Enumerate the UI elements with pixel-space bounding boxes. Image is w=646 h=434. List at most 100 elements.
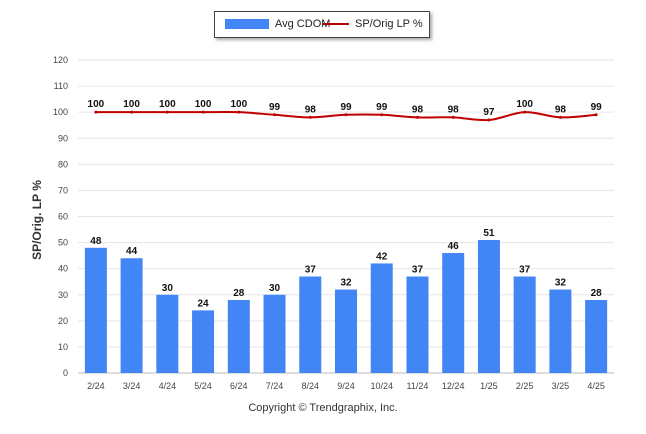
line-data-label: 98	[305, 104, 317, 115]
x-tick-label: 8/24	[302, 381, 320, 391]
line-series	[94, 110, 598, 122]
y-tick-label: 120	[53, 55, 68, 65]
line-point	[523, 110, 527, 114]
bar-data-label: 30	[269, 283, 281, 294]
x-tick-label: 2/25	[516, 381, 534, 391]
bar	[335, 289, 357, 373]
x-tick-label: 4/24	[159, 381, 177, 391]
line-data-label: 98	[412, 104, 424, 115]
line-data-label: 99	[269, 102, 281, 113]
legend-bar-label: Avg CDOM	[275, 18, 331, 30]
bar-data-label: 46	[448, 241, 460, 252]
x-tick-label: 3/25	[552, 381, 570, 391]
line-data-label: 100	[230, 99, 247, 110]
x-tick-label: 7/24	[266, 381, 284, 391]
line-data-label: 100	[516, 99, 533, 110]
y-tick-label: 100	[53, 107, 68, 117]
line-point	[415, 115, 419, 119]
x-tick-label: 3/24	[123, 381, 141, 391]
line-data-label: 100	[159, 99, 176, 110]
bar-data-label: 42	[376, 251, 388, 262]
x-tick-label: 1/25	[480, 381, 498, 391]
line-point	[487, 118, 491, 122]
line-point	[130, 110, 134, 114]
bar	[156, 294, 179, 373]
x-tick-label: 9/24	[337, 381, 355, 391]
bar	[192, 310, 215, 373]
y-tick-label: 30	[58, 290, 68, 300]
bar	[84, 247, 107, 373]
bar-data-label: 48	[90, 236, 102, 247]
line-data-label: 98	[555, 104, 567, 115]
y-tick-label: 70	[58, 185, 68, 195]
copyright-text: Copyright © Trendgraphix, Inc.	[248, 402, 398, 414]
bar-data-label: 30	[162, 283, 174, 294]
line-point	[558, 115, 562, 119]
y-tick-label: 60	[58, 212, 68, 222]
x-tick-label: 5/24	[194, 381, 212, 391]
line-data-label: 99	[591, 102, 603, 113]
line-data-label: 100	[123, 99, 140, 110]
y-tick-label: 90	[58, 133, 68, 143]
bar	[442, 253, 465, 373]
bar	[120, 258, 143, 373]
y-tick-label: 40	[58, 264, 68, 274]
bar-data-label: 32	[340, 278, 352, 289]
x-tick-label: 6/24	[230, 381, 248, 391]
y-tick-label: 110	[54, 81, 68, 91]
y-tick-label: 80	[58, 159, 68, 169]
bar	[477, 239, 500, 373]
y-tick-label: 50	[58, 238, 68, 248]
line-point	[344, 113, 348, 117]
bar-data-label: 28	[233, 288, 245, 299]
line-data-label: 99	[340, 102, 352, 113]
legend-line-label: SP/Orig LP %	[355, 18, 423, 30]
x-tick-label: 12/24	[442, 381, 465, 391]
line-point	[273, 113, 277, 117]
line-data-label: 97	[483, 107, 495, 118]
line-point	[451, 115, 455, 119]
legend-bar-swatch	[225, 19, 269, 29]
legend: Avg CDOM SP/Orig LP %	[214, 11, 430, 38]
y-axis-label: SP/Orig. LP %	[30, 180, 44, 260]
line-data-label: 99	[376, 102, 388, 113]
line-point	[94, 110, 98, 114]
y-tick-label: 10	[58, 342, 68, 352]
line-data-label: 98	[448, 104, 460, 115]
legend-item-bar[interactable]: Avg CDOM	[225, 18, 330, 30]
x-tick-label: 2/24	[87, 381, 105, 391]
legend-line-swatch	[323, 23, 349, 25]
x-tick-label: 4/25	[587, 381, 605, 391]
bar-labels: 48 44 30 24 28 30 37 32 42 37 46 51 37 32 28	[90, 228, 602, 309]
bar-data-label: 24	[198, 298, 210, 309]
bar-data-label: 37	[305, 264, 317, 275]
bar	[406, 276, 429, 373]
legend-item-line[interactable]: SP/Orig LP %	[323, 18, 423, 30]
x-tick-label: 10/24	[370, 381, 393, 391]
bar	[585, 299, 608, 373]
bar-data-label: 37	[412, 264, 424, 275]
line-point	[380, 113, 384, 117]
x-axis-ticks: 2/24 3/24 4/24 5/24 6/24 7/24 8/24 9/24 10/24 11/…	[87, 381, 605, 391]
x-tick-label: 11/24	[407, 381, 429, 391]
bar	[513, 276, 536, 373]
bar	[299, 276, 322, 373]
bar	[263, 294, 286, 373]
line-point	[165, 110, 169, 114]
bar	[549, 289, 572, 373]
bar	[370, 263, 393, 373]
bar-data-label: 51	[483, 228, 495, 239]
bar-data-label: 32	[555, 278, 567, 289]
bar-series	[84, 239, 608, 373]
bar-data-label: 37	[519, 264, 531, 275]
bar-data-label: 44	[126, 246, 138, 257]
line-point	[308, 115, 312, 119]
line-point	[237, 110, 241, 114]
bar-data-label: 28	[591, 288, 603, 299]
line-point	[594, 113, 598, 117]
line-point	[201, 110, 205, 114]
line-data-label: 100	[195, 99, 212, 110]
bar	[227, 299, 250, 373]
y-axis-ticks: 0 10 20 30 40 50 60 70 80 90 100 110 120	[53, 55, 68, 378]
